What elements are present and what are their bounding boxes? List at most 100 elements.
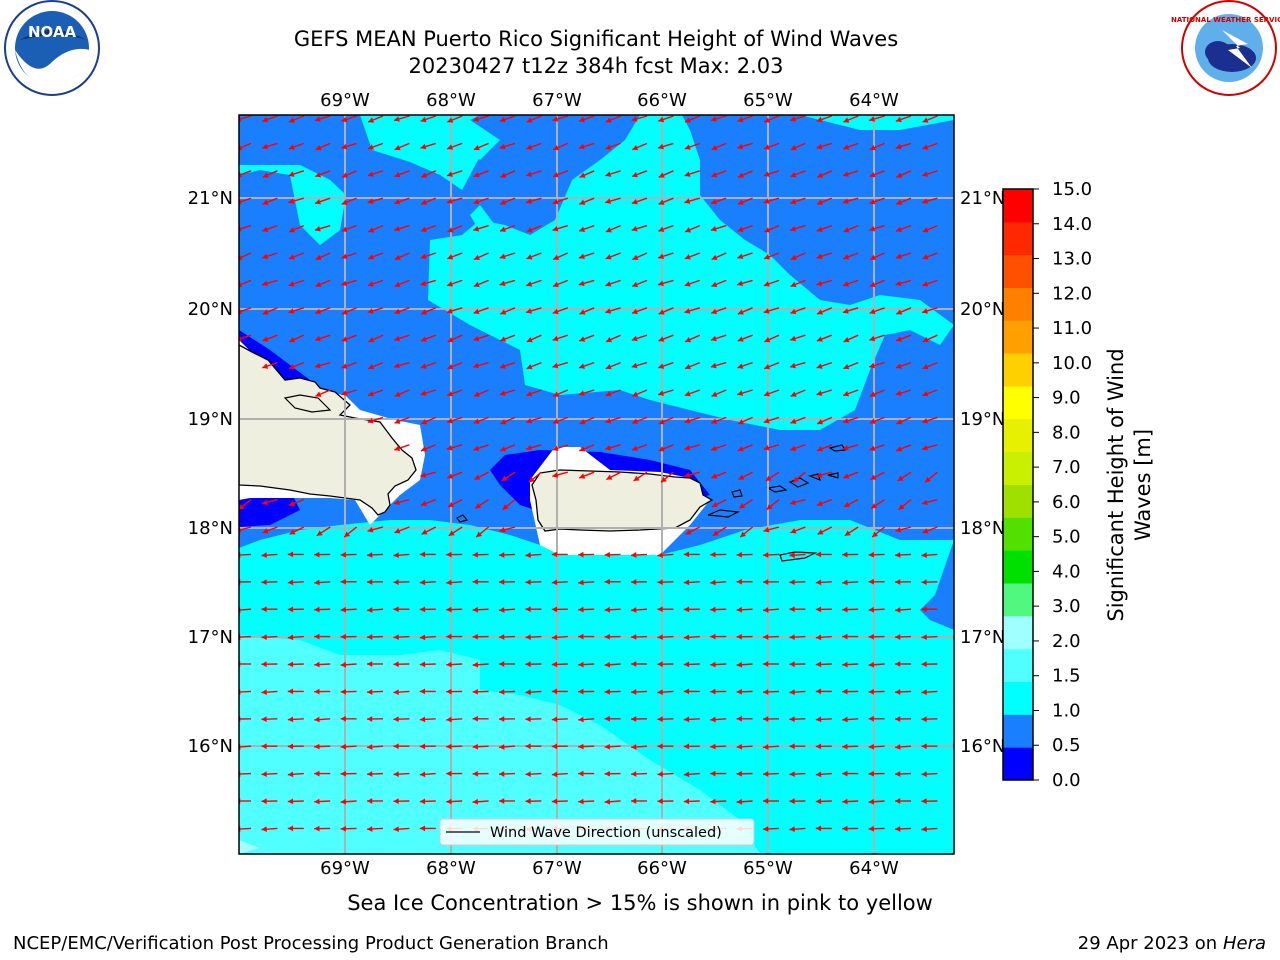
- wave-direction-arrowhead: [869, 225, 876, 232]
- wave-direction-arrowhead: [868, 606, 875, 613]
- lat-label-left: 18°N: [188, 518, 233, 539]
- wave-direction-arrowhead: [314, 335, 321, 342]
- colorbar-label-units: Waves [m]: [1131, 429, 1155, 541]
- wave-direction-arrowhead: [922, 227, 929, 233]
- wave-direction-arrowhead: [789, 661, 795, 668]
- wave-direction-arrowhead: [367, 798, 373, 804]
- wave-direction-arrowhead: [553, 391, 560, 397]
- wave-direction-arrowhead: [446, 716, 452, 723]
- wave-direction-arrowhead: [340, 606, 347, 613]
- colorbar-swatch: [1003, 681, 1033, 715]
- wave-direction-arrowhead: [657, 689, 663, 696]
- wave-direction-arrowhead: [393, 579, 399, 586]
- wave-direction-arrowhead: [446, 798, 452, 805]
- wave-direction-arrowhead: [763, 198, 770, 204]
- wave-direction-arrowhead: [314, 825, 320, 832]
- wave-direction-arrowhead: [578, 551, 584, 558]
- wave-direction-arrowhead: [314, 225, 321, 232]
- colorbar-tick-label: 1.0: [1052, 700, 1081, 721]
- wave-direction-arrowhead: [314, 770, 320, 777]
- wave-direction-arrowhead: [394, 225, 400, 232]
- wave-direction-arrowhead: [262, 143, 268, 150]
- wave-direction-arrowhead: [287, 825, 294, 832]
- legend-label: Wind Wave Direction (unscaled): [490, 825, 722, 841]
- wave-direction-arrowhead: [341, 172, 348, 178]
- wave-direction-arrowhead: [526, 281, 533, 287]
- wave-direction-arrowhead: [526, 117, 533, 123]
- wave-direction-arrowhead: [789, 634, 795, 641]
- wave-direction-arrowhead: [842, 579, 848, 586]
- colorbar-tick-label: 8.0: [1052, 422, 1081, 443]
- wave-direction-arrowhead: [843, 473, 850, 479]
- wave-direction-arrowhead: [394, 308, 401, 315]
- lon-label-top: 66°W: [637, 90, 687, 111]
- wave-direction-arrowhead: [896, 336, 903, 342]
- wave-direction-arrowhead: [340, 578, 346, 585]
- wave-direction-arrowhead: [922, 308, 928, 314]
- colorbar-tick-label: 3.0: [1052, 596, 1081, 617]
- wave-direction-arrowhead: [736, 798, 743, 805]
- wave-direction-arrowhead: [632, 171, 639, 178]
- wave-direction-arrowhead: [868, 688, 874, 695]
- wave-direction-arrowhead: [419, 743, 426, 750]
- wave-direction-arrowhead: [605, 390, 612, 397]
- wave-direction-arrowhead: [526, 390, 533, 397]
- lon-label-top: 65°W: [743, 90, 793, 111]
- wave-direction-arrowhead: [551, 551, 558, 558]
- colorbar-swatch: [1003, 221, 1033, 256]
- colorbar-swatch: [1003, 714, 1033, 748]
- wave-direction-arrowhead: [420, 446, 427, 452]
- wave-direction-arrowhead: [921, 634, 927, 641]
- wave-direction-arrowhead: [239, 504, 245, 510]
- wave-direction-arrowhead: [896, 172, 903, 178]
- wave-direction-arrowhead: [553, 144, 560, 151]
- wave-direction-arrowhead: [763, 771, 769, 777]
- wave-direction-arrowhead: [262, 116, 269, 123]
- wave-direction-arrowhead: [551, 579, 558, 586]
- wave-direction-arrowhead: [605, 254, 612, 260]
- wave-direction-arrowhead: [394, 391, 401, 397]
- wave-direction-arrowhead: [288, 363, 295, 370]
- colorbar-swatch: [1003, 747, 1033, 781]
- colorbar-swatch: [1003, 484, 1033, 518]
- wave-direction-arrowhead: [394, 335, 401, 342]
- colorbar-label: Significant Height of Wind: [1104, 348, 1128, 621]
- wave-direction-arrowhead: [685, 529, 692, 535]
- wave-direction-arrowhead: [896, 419, 903, 425]
- colorbar-swatch: [1003, 418, 1033, 453]
- lat-label-left: 21°N: [188, 188, 233, 209]
- wave-direction-arrowhead: [683, 606, 690, 613]
- wave-direction-arrowhead: [239, 281, 243, 288]
- wave-direction-arrowhead: [344, 531, 351, 538]
- wave-direction-arrowhead: [525, 716, 531, 723]
- wave-direction-arrowhead: [525, 579, 531, 586]
- wave-direction-arrowhead: [657, 634, 663, 641]
- wave-direction-arrowhead: [314, 579, 320, 586]
- wave-direction-arrowhead: [289, 227, 296, 233]
- wave-direction-arrowhead: [368, 336, 375, 343]
- wave-direction-arrowhead: [419, 798, 426, 805]
- wave-direction-arrowhead: [658, 419, 665, 425]
- wave-direction-arrow: [239, 279, 252, 287]
- wave-direction-arrowhead: [632, 418, 639, 424]
- wave-direction-arrowhead: [499, 280, 506, 287]
- wave-direction-arrowhead: [472, 770, 478, 777]
- lat-label-right: 18°N: [960, 518, 1005, 539]
- wave-direction-arrowhead: [288, 308, 295, 314]
- wave-direction-arrowhead: [842, 417, 849, 424]
- wave-direction-arrowhead: [868, 715, 874, 722]
- colorbar-tick-label: 15.0: [1052, 179, 1092, 200]
- wave-direction-arrowhead: [394, 418, 401, 424]
- wave-direction-arrowhead: [526, 171, 533, 177]
- wave-direction-arrowhead: [472, 688, 478, 695]
- wave-direction-arrowhead: [314, 551, 320, 558]
- wave-direction-arrowhead: [790, 445, 797, 452]
- wave-direction-arrowhead: [736, 661, 743, 668]
- wave-direction-arrowhead: [657, 743, 663, 750]
- wave-direction-arrowhead: [421, 309, 428, 315]
- wave-direction-arrowhead: [528, 476, 535, 483]
- wave-direction-arrowhead: [419, 688, 426, 695]
- wave-direction-arrowhead: [815, 606, 822, 613]
- colorbar-swatch: [1003, 583, 1033, 617]
- wave-direction-arrowhead: [500, 446, 507, 452]
